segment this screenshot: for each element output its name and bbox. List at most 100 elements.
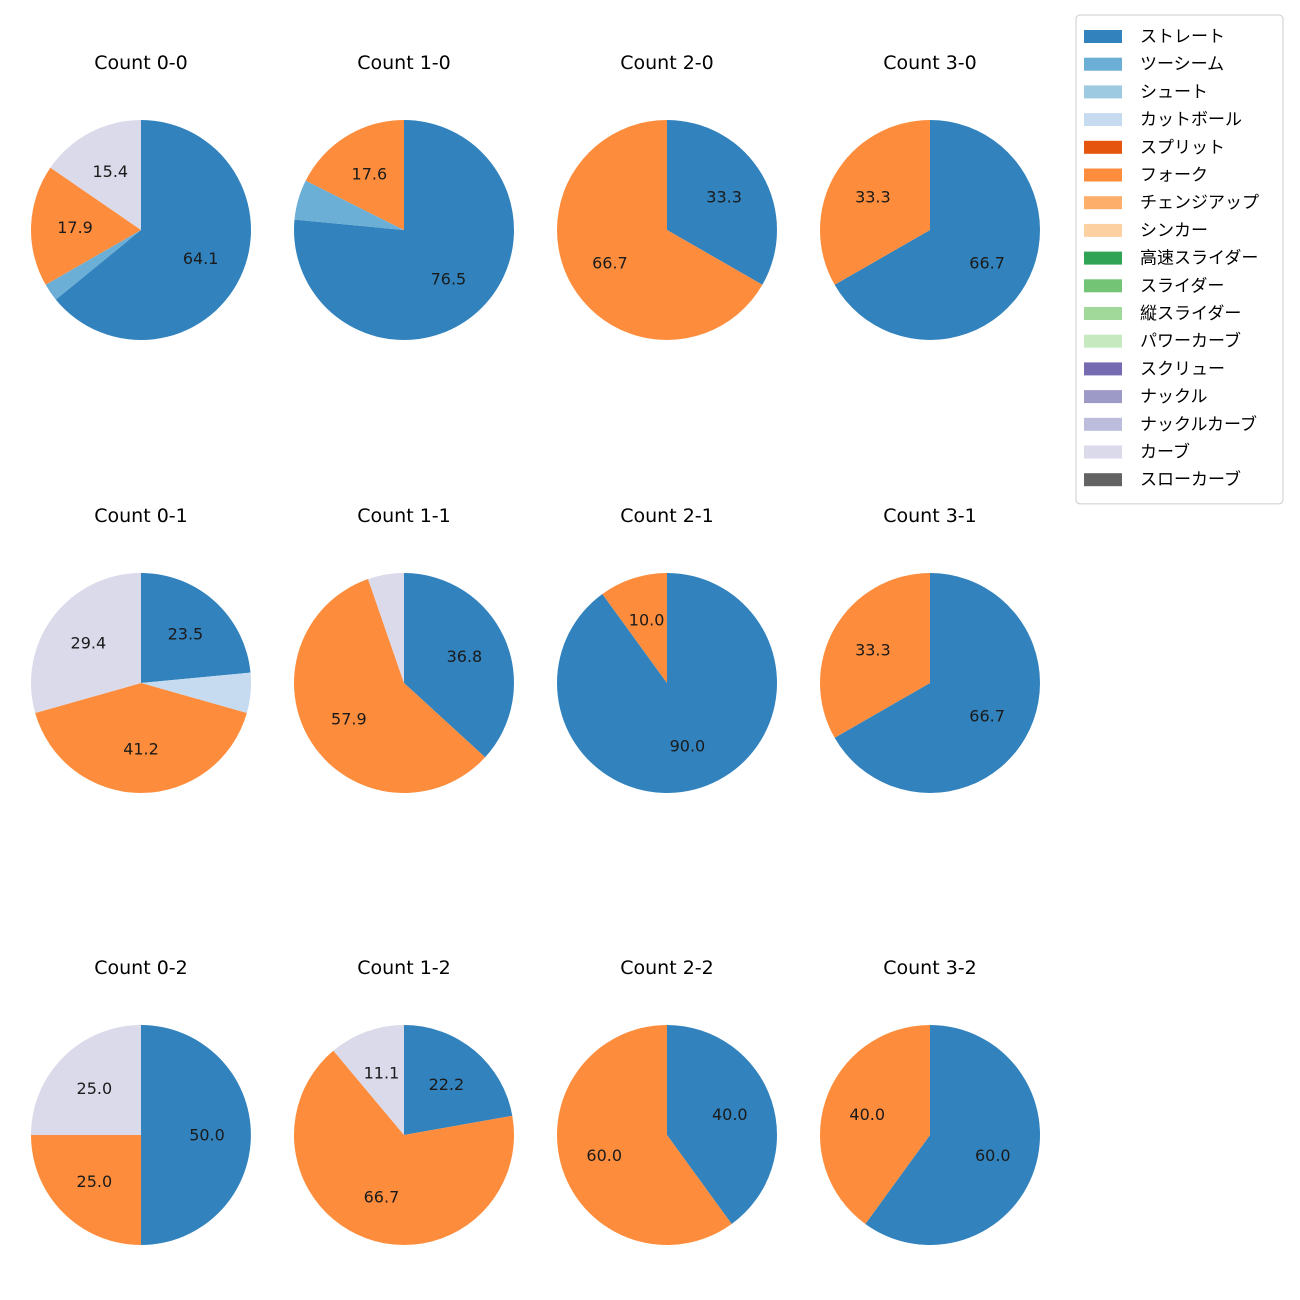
slice-label: 66.7 (592, 254, 628, 273)
slice-label: 25.0 (77, 1172, 113, 1191)
pie-slice (368, 573, 404, 683)
pie-11: Count 2-2 40.0 60.0 (556, 957, 777, 1246)
legend-label: ナックル (1140, 387, 1208, 407)
pie-title: Count 3-2 (883, 957, 977, 979)
pie-slice (404, 1025, 513, 1135)
pie-slice (820, 573, 930, 738)
slice-label: 66.7 (969, 254, 1005, 273)
pie-slice (294, 180, 404, 230)
pie-slice (305, 120, 404, 230)
legend-swatch (1084, 140, 1122, 154)
legend-label: ツーシーム (1140, 55, 1224, 75)
legend-label: シンカー (1140, 221, 1208, 241)
legend-item: 縦スライダー (1084, 304, 1241, 324)
slice-label: 66.7 (364, 1188, 400, 1207)
legend-swatch (1084, 196, 1122, 210)
pie-title: Count 2-0 (620, 52, 714, 74)
slice-label: 10.0 (629, 611, 665, 630)
legend-swatch (1084, 279, 1122, 293)
pie-title: Count 1-1 (357, 505, 451, 527)
pie-slice (30, 573, 141, 714)
pie-slice (55, 120, 252, 340)
pie-slice (31, 1135, 141, 1245)
pie-slice (35, 683, 247, 793)
pie-slice (820, 1025, 930, 1224)
slice-label: 11.1 (364, 1063, 400, 1082)
legend-label: ナックルカーブ (1140, 414, 1257, 435)
slice-label: 60.0 (975, 1146, 1011, 1165)
legend-swatch (1084, 334, 1122, 348)
slice-label: 40.0 (712, 1105, 748, 1124)
pie-slice (667, 1025, 777, 1224)
slice-label: 66.7 (969, 707, 1005, 726)
pie-slice (141, 573, 251, 683)
slice-label: 33.3 (706, 187, 742, 206)
slice-label: 29.4 (71, 634, 107, 653)
slice-label: 22.2 (429, 1075, 465, 1094)
pie-6: Count 1-1 36.8 57.9 (293, 505, 514, 793)
slice-label: 40.0 (849, 1105, 885, 1124)
pie-slice (834, 573, 1040, 793)
pie-slice (293, 579, 486, 793)
legend-item: ナックルカーブ (1084, 414, 1257, 435)
pie-title: Count 3-1 (883, 505, 977, 527)
pie-12: Count 3-2 60.0 40.0 (820, 957, 1040, 1245)
slice-label: 64.1 (183, 249, 219, 268)
pie-title: Count 2-1 (620, 505, 714, 527)
pie-slice (820, 120, 930, 285)
legend-item: ストレート (1084, 27, 1225, 47)
legend: ストレートツーシームシュートカットボールスプリットフォークチェンジアップシンカー… (1075, 14, 1284, 505)
legend-label: スローカーブ (1140, 469, 1241, 490)
pie-title: Count 1-2 (357, 957, 451, 979)
pie-slice (834, 120, 1040, 340)
slice-label: 76.5 (431, 269, 467, 288)
legend-label: スクリュー (1140, 359, 1225, 379)
pie-slice (50, 120, 141, 230)
legend-item: 高速スライダー (1084, 249, 1258, 269)
legend-label: パワーカーブ (1140, 331, 1241, 352)
pie-8: Count 3-1 66.7 33.3 (820, 505, 1040, 793)
pie-9: Count 0-2 50.0 25.0 25.0 (31, 957, 251, 1245)
pie-slice (30, 167, 141, 285)
pie-title: Count 0-0 (94, 52, 188, 74)
legend-item: ツーシーム (1084, 55, 1224, 75)
slice-label: 50.0 (189, 1126, 225, 1145)
pie-slice (141, 672, 251, 714)
slice-label: 33.3 (855, 640, 891, 659)
legend-swatch (1084, 307, 1122, 320)
pie-4: Count 3-0 66.7 33.3 (820, 52, 1040, 340)
slice-label: 17.9 (57, 218, 93, 237)
legend-label: チェンジアップ (1140, 193, 1259, 213)
legend-label: 高速スライダー (1140, 249, 1258, 269)
legend-item: スプリット (1084, 138, 1225, 158)
pie-slice (667, 120, 777, 285)
slice-label: 33.3 (855, 187, 891, 206)
legend-label: フォーク (1140, 166, 1208, 186)
legend-swatch (1084, 251, 1122, 265)
legend-label: カーブ (1140, 442, 1190, 463)
pie-7: Count 2-1 90.0 10.0 (556, 505, 777, 793)
legend-label: スプリット (1140, 138, 1225, 158)
pie-2: Count 1-0 76.5 17.6 (294, 52, 514, 341)
pie-title: Count 3-0 (883, 52, 977, 74)
legend-item: スクリュー (1084, 359, 1225, 379)
pie-title: Count 0-2 (94, 957, 188, 979)
legend-swatch (1084, 30, 1122, 43)
slice-label: 23.5 (168, 625, 204, 644)
pie-3: Count 2-0 33.3 66.7 (556, 52, 777, 340)
slice-label: 25.0 (77, 1079, 113, 1098)
legend-swatch (1084, 85, 1122, 99)
legend-item: スローカーブ (1084, 469, 1241, 490)
pie-5: Count 0-1 23.5 41.2 29.4 (30, 505, 251, 793)
pie-slice (45, 230, 141, 300)
legend-swatch (1084, 390, 1122, 404)
legend-swatch (1084, 473, 1122, 487)
pie-title: Count 0-1 (94, 505, 188, 527)
legend-item: シュート (1084, 82, 1208, 102)
pie-slice (865, 1025, 1040, 1245)
pie-slice (141, 1025, 251, 1245)
slice-label: 60.0 (586, 1146, 622, 1165)
legend-label: シュート (1140, 82, 1208, 102)
